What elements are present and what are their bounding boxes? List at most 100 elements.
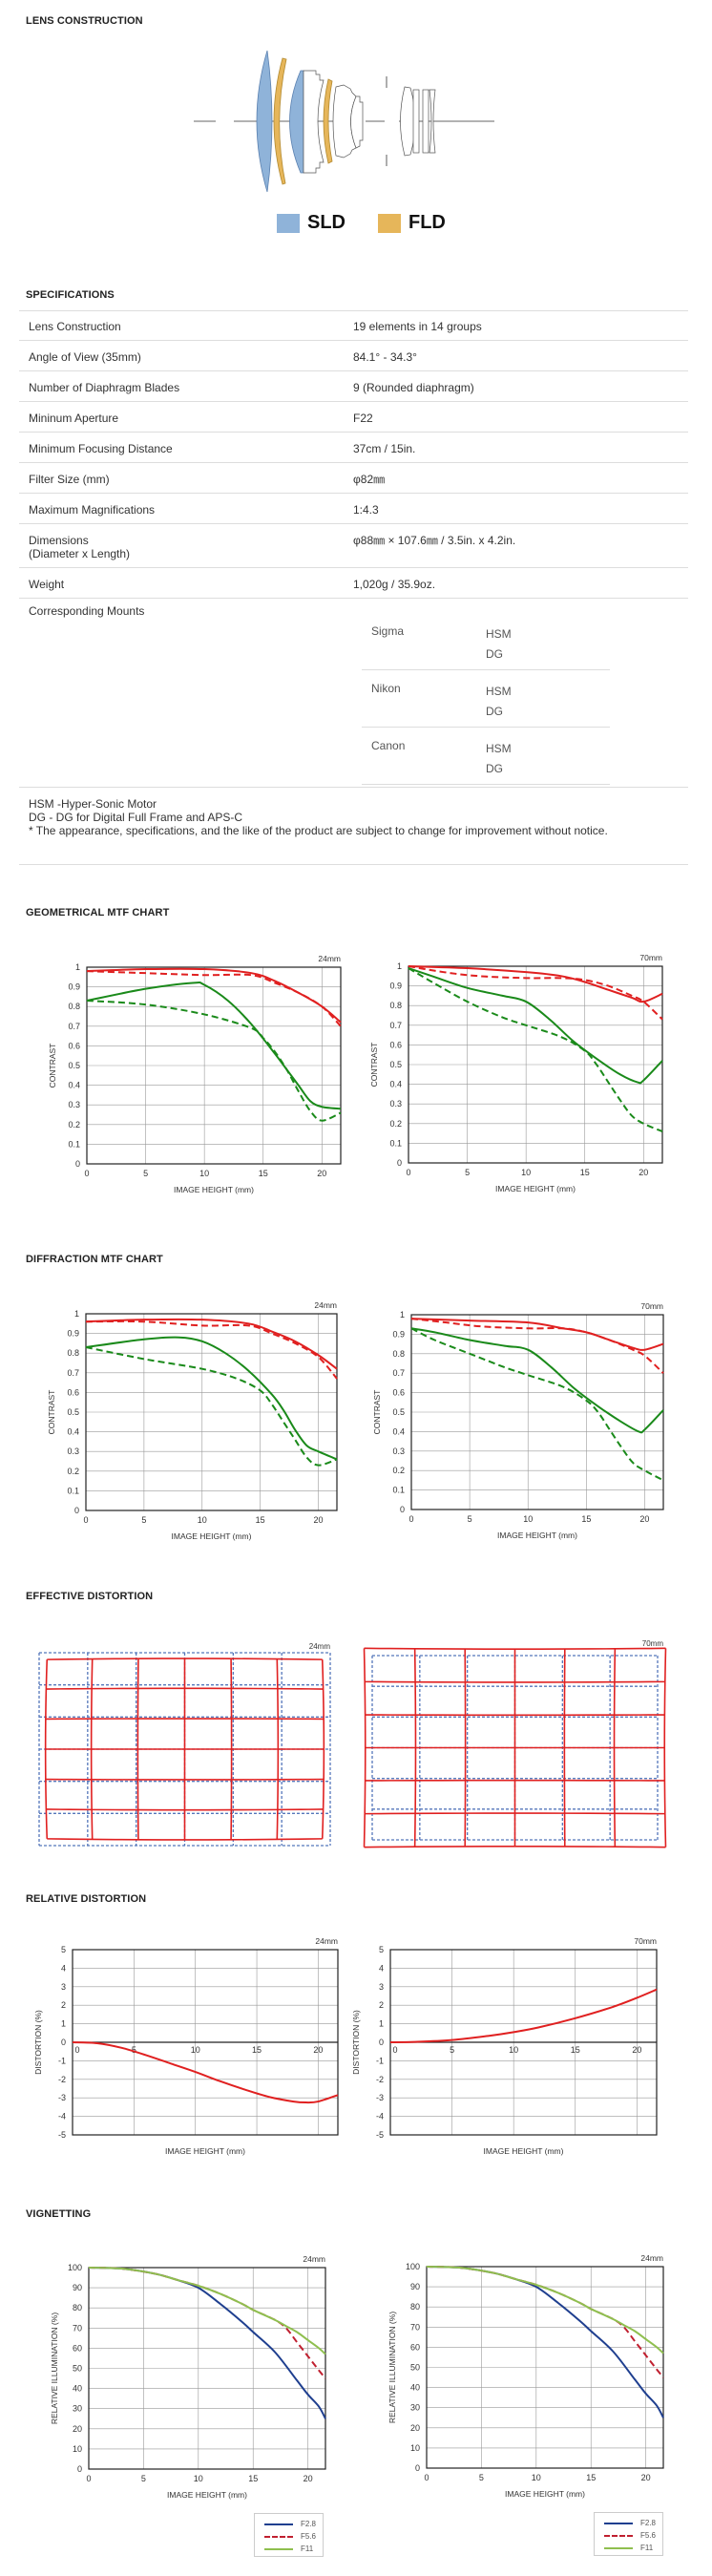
y-tick-label: 0.8	[389, 1001, 402, 1010]
sld-swatch	[277, 213, 300, 233]
spec-notes: HSM -Hyper-Sonic Motor DG - DG for Digit…	[29, 797, 608, 837]
focal-length-label: 24mm	[315, 1936, 338, 1946]
x-tick-label: 20	[313, 2045, 323, 2055]
y-tick-label: 0	[397, 1158, 402, 1168]
sld-label: SLD	[307, 212, 346, 233]
y-tick-label: 0.6	[392, 1388, 405, 1398]
actual-grid-line	[365, 1680, 665, 1683]
y-tick-label: 0	[400, 1505, 405, 1514]
x-tick-label: 0	[424, 2473, 429, 2482]
focal-length-label: 24mm	[640, 2253, 663, 2263]
spec-value: 1,020g / 35.9oz.	[353, 578, 436, 591]
x-tick-label: 15	[580, 1168, 590, 1177]
y-tick-label: 30	[410, 2403, 420, 2413]
spec-label: Number of Diaphragm Blades	[29, 381, 180, 394]
plot-frame	[88, 2267, 326, 2470]
y-tick-label: 0.1	[67, 1486, 79, 1495]
y-tick-label: 0.9	[68, 982, 80, 992]
y-tick-label: 4	[379, 1963, 384, 1973]
mount-name: Canon	[371, 739, 406, 752]
y-tick-label: -5	[58, 2130, 66, 2140]
legend-item-f11: F11	[604, 2544, 653, 2552]
plot-frame	[410, 1314, 664, 1510]
section-title-geometrical-mtf: GEOMETRICAL MTF CHART	[26, 907, 170, 918]
y-tick-label: 0.7	[389, 1021, 402, 1030]
y-tick-label: 1	[379, 2019, 384, 2029]
divider	[19, 864, 688, 865]
y-tick-label: 0	[379, 2038, 384, 2047]
y-tick-label: 1	[61, 2019, 66, 2029]
focal-length-label: 24mm	[314, 1300, 337, 1310]
y-tick-label: 0.8	[392, 1349, 405, 1359]
y-tick-label: 0.7	[68, 1022, 80, 1031]
focal-length-label: 24mm	[318, 954, 341, 963]
actual-grid-line	[364, 1846, 666, 1848]
spec-row: Mininum Aperture F22	[19, 402, 688, 433]
spec-table-top-border	[19, 310, 688, 311]
series-line-f5-6	[426, 2266, 664, 2378]
y-tick-label: 100	[68, 2263, 82, 2272]
focal-length-label: 70mm	[639, 953, 662, 962]
x-tick-label: 5	[450, 2045, 454, 2055]
y-tick-label: 3	[61, 1982, 66, 1992]
x-tick-label: 10	[521, 1168, 531, 1177]
x-tick-label: 10	[191, 2045, 200, 2055]
y-tick-label: 0.6	[389, 1040, 402, 1049]
spec-row: Maximum Magnifications 1:4.3	[19, 494, 688, 524]
plot-frame	[85, 1313, 338, 1511]
y-tick-label: 0.2	[389, 1119, 402, 1129]
plot-frame	[426, 2266, 664, 2469]
mount-feature: DG	[486, 762, 503, 775]
y-tick-label: 90	[410, 2282, 420, 2291]
y-axis-title: CONTRAST	[47, 1390, 56, 1435]
y-tick-label: 3	[379, 1982, 384, 1992]
y-tick-label: 0	[61, 2038, 66, 2047]
series-line-30lp-mm-meridional	[86, 1000, 342, 1122]
x-tick-label: 10	[194, 2474, 203, 2483]
spec-label: Mininum Aperture	[29, 412, 119, 425]
mount-features: HSM DG	[486, 682, 512, 727]
series-line-distortion	[389, 1988, 658, 2043]
x-tick-label: 0	[74, 2045, 79, 2055]
note-hsm: HSM -Hyper-Sonic Motor	[29, 797, 157, 811]
series-line-f11	[88, 2267, 326, 2355]
x-tick-label: 0	[83, 1515, 88, 1525]
spec-row: Minimum Focusing Distance 37cm / 15in.	[19, 433, 688, 463]
vignetting-legend-a: F2.8 F5.6 F11	[254, 2513, 324, 2557]
y-tick-label: 0.9	[389, 982, 402, 991]
x-tick-label: 5	[468, 1514, 472, 1524]
y-tick-label: 40	[410, 2383, 420, 2393]
y-tick-label: 0.5	[67, 1407, 79, 1417]
legend-item-f28: F2.8	[264, 2520, 316, 2528]
legend-item-f56: F5.6	[264, 2532, 316, 2541]
series-line-f11	[426, 2266, 664, 2354]
y-tick-label: 20	[73, 2424, 82, 2434]
y-tick-label: 80	[410, 2302, 420, 2312]
spec-label: Weight	[29, 578, 65, 591]
y-tick-label: 50	[410, 2363, 420, 2373]
y-tick-label: 0	[77, 2464, 82, 2474]
y-tick-label: 0.8	[67, 1348, 79, 1358]
y-tick-label: 0.4	[68, 1081, 80, 1090]
lens-element-fld-2	[323, 78, 333, 164]
y-tick-label: -4	[376, 2112, 384, 2122]
y-tick-label: 20	[410, 2423, 420, 2433]
x-tick-label: 20	[632, 2045, 641, 2055]
x-tick-label: 5	[132, 2045, 136, 2055]
y-axis-title: CONTRAST	[369, 1043, 379, 1087]
actual-grid-line	[44, 1659, 49, 1839]
spec-row-mounts: Corresponding Mounts	[19, 599, 688, 788]
x-axis-title: IMAGE HEIGHT (mm)	[172, 1531, 252, 1541]
y-tick-label: 0.9	[392, 1329, 405, 1339]
y-tick-label: 100	[406, 2262, 420, 2271]
spec-value: 37cm / 15in.	[353, 442, 416, 455]
actual-grid-line	[364, 1647, 666, 1650]
x-tick-label: 10	[523, 1514, 533, 1524]
y-tick-label: 70	[410, 2322, 420, 2332]
y-axis-title: CONTRAST	[372, 1390, 382, 1435]
x-tick-label: 15	[256, 1515, 265, 1525]
y-tick-label: 0.7	[392, 1368, 405, 1378]
